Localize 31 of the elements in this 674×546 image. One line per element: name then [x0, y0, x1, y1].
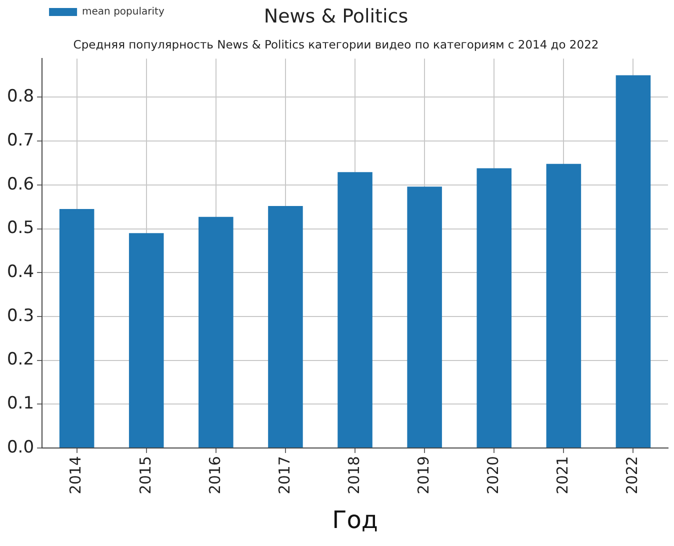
y-tick-label: 0.8 [6, 86, 34, 107]
x-tick-label: 2022 [623, 456, 642, 494]
bar [128, 233, 164, 448]
chart-title: News & Politics [264, 5, 408, 28]
x-tick-label: 2014 [66, 456, 85, 494]
x-tick-label: 2020 [484, 456, 502, 494]
y-tick-label: 0.4 [6, 262, 34, 282]
x-tick-label: 2016 [206, 456, 224, 494]
bar [616, 75, 651, 448]
bar [546, 164, 582, 448]
bar [476, 168, 512, 448]
x-tick-label: 2018 [344, 456, 363, 494]
x-tick-label: 2021 [554, 456, 572, 494]
chart-subtitle: Средняя популярность News & Politics категории видео по категориям с 2014 до 2022 [73, 38, 599, 52]
y-tick-label: 0.5 [6, 218, 34, 238]
bar [268, 206, 303, 448]
y-tick-label: 0.6 [6, 174, 34, 194]
bar [198, 216, 234, 448]
y-tick-label: 0.0 [6, 437, 34, 458]
bar [59, 209, 94, 448]
y-tick-label: 0.3 [6, 306, 34, 326]
x-tick-label: 2015 [136, 456, 154, 494]
y-tick-label: 0.1 [6, 394, 34, 414]
y-tick-label: 0.7 [6, 130, 34, 150]
x-axis-title: Год [332, 506, 378, 534]
x-tick-label: 2019 [414, 456, 432, 494]
x-tick-label: 2017 [275, 456, 294, 494]
bar [407, 186, 442, 448]
bar [338, 172, 372, 448]
legend-label: mean popularity [82, 6, 164, 18]
y-tick-label: 0.2 [6, 350, 34, 370]
